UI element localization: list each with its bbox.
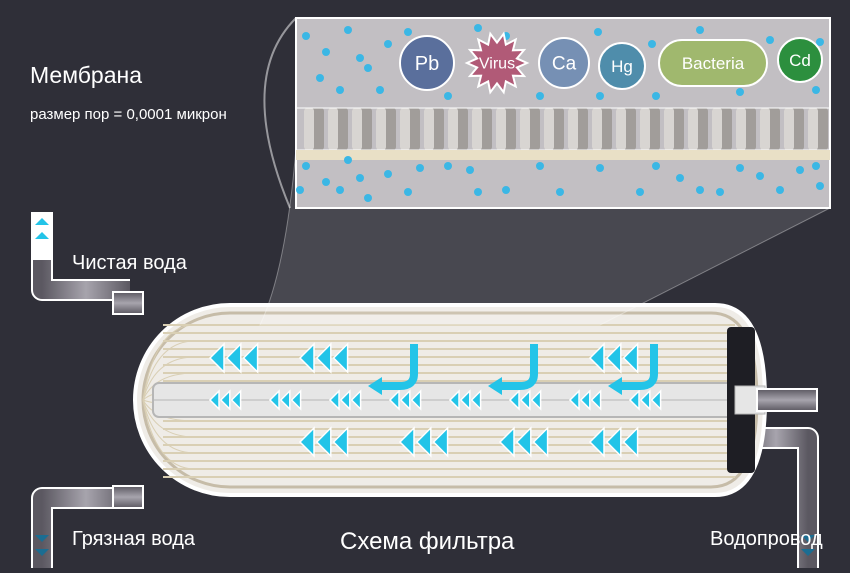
svg-text:Ca: Ca: [552, 54, 577, 75]
svg-text:Virus: Virus: [479, 56, 515, 73]
svg-text:Cd: Cd: [789, 51, 811, 70]
clean-water-label: Чистая вода: [72, 252, 187, 275]
pore-size-label: размер пор = 0,0001 микрон: [30, 106, 227, 123]
membrane-title: Мембрана: [30, 62, 142, 89]
svg-text:Pb: Pb: [415, 53, 439, 75]
water-supply-label: Водопровод: [710, 528, 823, 551]
dirty-water-label: Грязная вода: [72, 528, 195, 551]
svg-text:Bacteria: Bacteria: [682, 54, 745, 73]
filter-scheme-title: Схема фильтра: [340, 528, 514, 556]
svg-text:Hg: Hg: [611, 57, 633, 76]
